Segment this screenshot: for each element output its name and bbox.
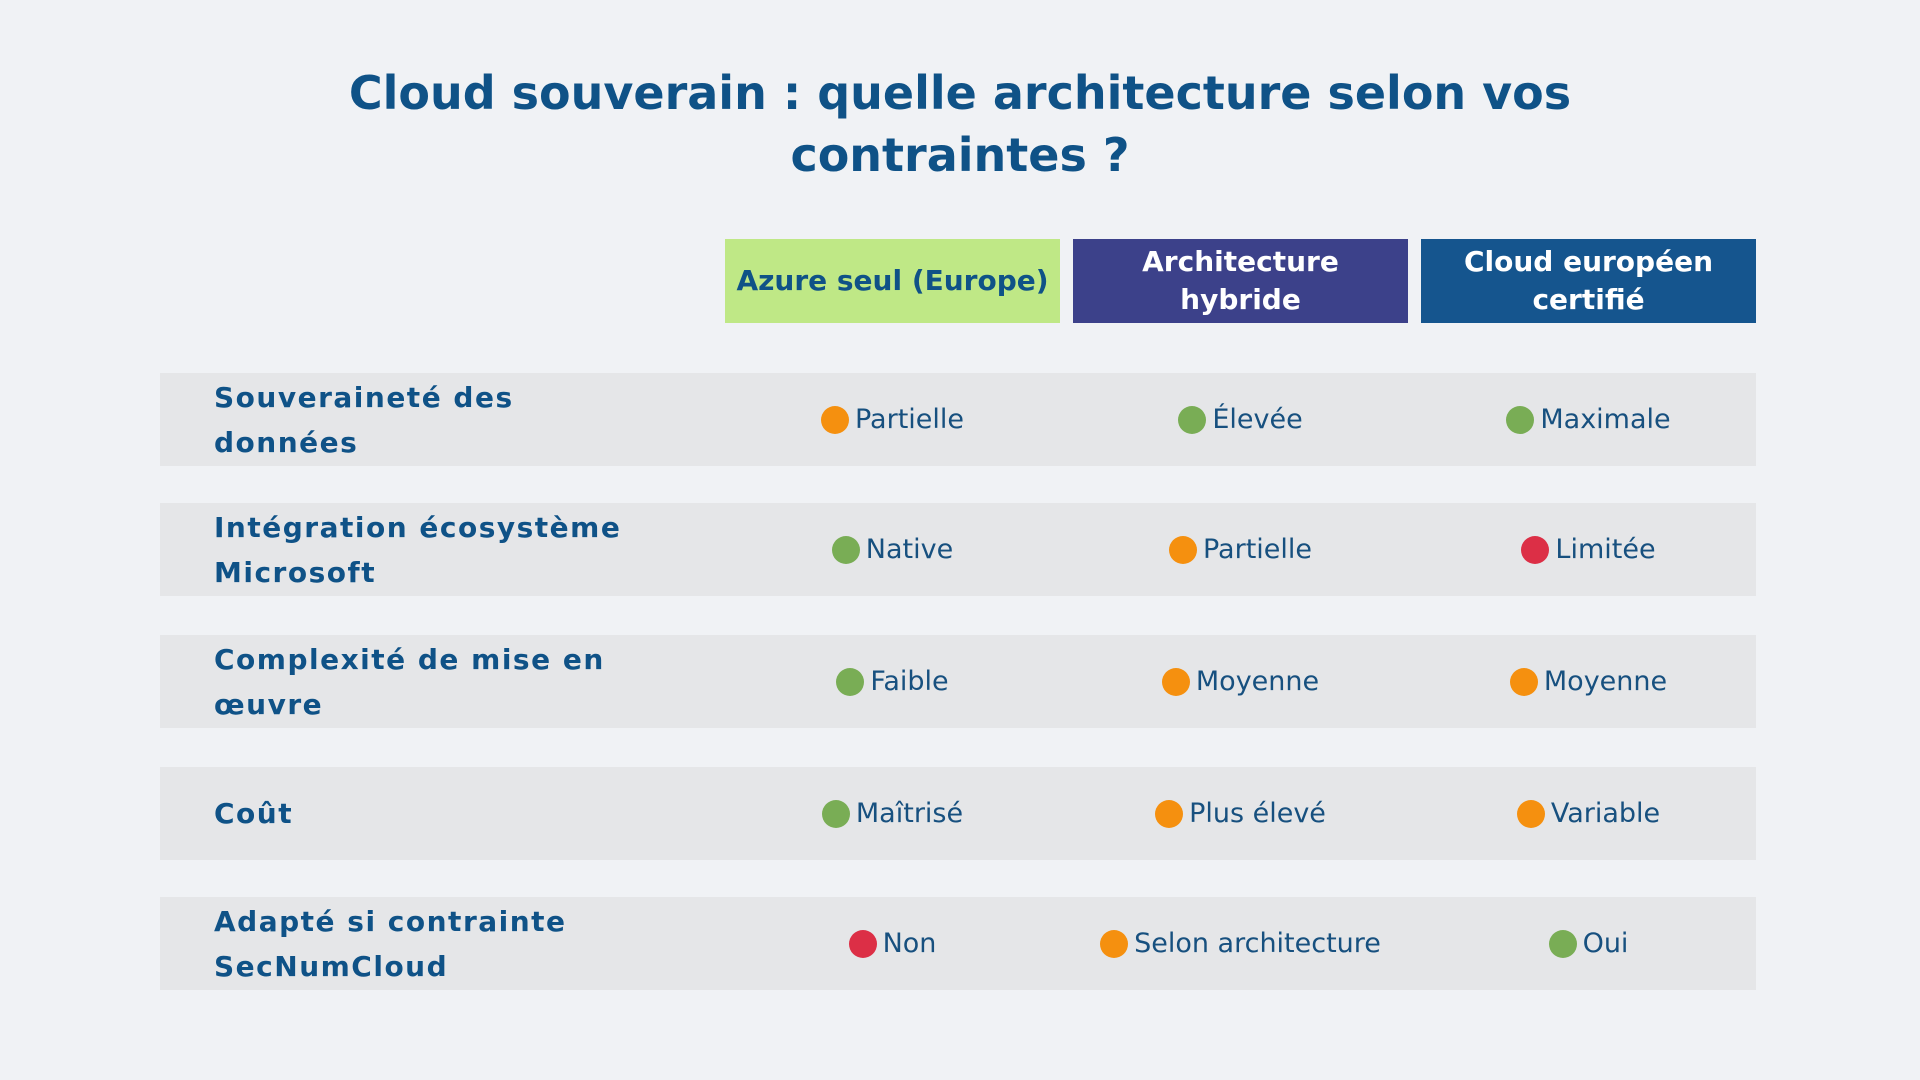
table-cell: Partielle [1073, 503, 1408, 596]
cell-text: Moyenne [1543, 666, 1668, 697]
row-label: Souveraineté des données [214, 380, 514, 459]
status-dot-icon [836, 667, 865, 696]
table-cell: Oui [1421, 897, 1756, 990]
page-title-line-2: contraintes ? [790, 128, 1130, 182]
table-cell: Selon architecture [1073, 897, 1408, 990]
status-dot-icon [831, 535, 860, 564]
status-dot-icon [1506, 405, 1535, 434]
table-row-sovereignty: Souveraineté des données Partielle Élevé… [160, 373, 1756, 466]
cell-text: Partielle [1202, 534, 1313, 565]
cell-text: Moyenne [1195, 666, 1320, 697]
page-title: Cloud souverain : quelle architecture se… [0, 62, 1920, 186]
cell-text: Oui [1582, 928, 1629, 959]
cell-text: Partielle [854, 404, 965, 435]
table-cell: Variable [1421, 767, 1756, 860]
status-dot-icon [1548, 929, 1577, 958]
cell-text: Élevée [1212, 404, 1303, 435]
cell-text: Variable [1550, 798, 1661, 829]
table-cell: Faible [725, 635, 1060, 728]
table-cell: Non [725, 897, 1060, 990]
status-dot-icon [1509, 667, 1538, 696]
status-dot-icon [1516, 799, 1545, 828]
cell-text: Plus élevé [1189, 798, 1326, 829]
page-title-line-1: Cloud souverain : quelle architecture se… [348, 66, 1572, 120]
cell-text: Limitée [1555, 534, 1656, 565]
status-dot-icon [1178, 405, 1207, 434]
status-dot-icon [820, 405, 849, 434]
row-label: Complexité de mise en œuvre [214, 642, 605, 721]
row-label: Intégration écosystème Microsoft [214, 510, 622, 589]
status-dot-icon [1168, 535, 1197, 564]
table-row-cost: Coût Maîtrisé Plus élevé Variable [160, 767, 1756, 860]
column-header-azure: Azure seul (Europe) [725, 239, 1060, 323]
table-row-microsoft-integration: Intégration écosystème Microsoft Native … [160, 503, 1756, 596]
table-cell: Limitée [1421, 503, 1756, 596]
column-header-european-cloud: Cloud européen certifié [1421, 239, 1756, 323]
table-row-secnumcloud: Adapté si contrainte SecNumCloud Non Sel… [160, 897, 1756, 990]
status-dot-icon [1521, 535, 1550, 564]
table-cell: Plus élevé [1073, 767, 1408, 860]
table-row-complexity: Complexité de mise en œuvre Faible Moyen… [160, 635, 1756, 728]
table-cell: Maximale [1421, 373, 1756, 466]
row-label: Coût [214, 797, 294, 830]
table-cell: Maîtrisé [725, 767, 1060, 860]
table-cell: Moyenne [1421, 635, 1756, 728]
cell-text: Non [882, 928, 937, 959]
status-dot-icon [1161, 667, 1190, 696]
status-dot-icon [1155, 799, 1184, 828]
cell-text: Maîtrisé [855, 798, 964, 829]
cell-text: Maximale [1540, 404, 1671, 435]
table-cell: Partielle [725, 373, 1060, 466]
table-cell: Élevée [1073, 373, 1408, 466]
table-cell: Moyenne [1073, 635, 1408, 728]
cell-text: Faible [870, 666, 949, 697]
status-dot-icon [848, 929, 877, 958]
column-header-hybrid: Architecture hybride [1073, 239, 1408, 323]
table-cell: Native [725, 503, 1060, 596]
status-dot-icon [821, 799, 850, 828]
status-dot-icon [1100, 929, 1129, 958]
cell-text: Selon architecture [1134, 928, 1381, 959]
cell-text: Native [865, 534, 954, 565]
row-label: Adapté si contrainte SecNumCloud [214, 904, 567, 983]
